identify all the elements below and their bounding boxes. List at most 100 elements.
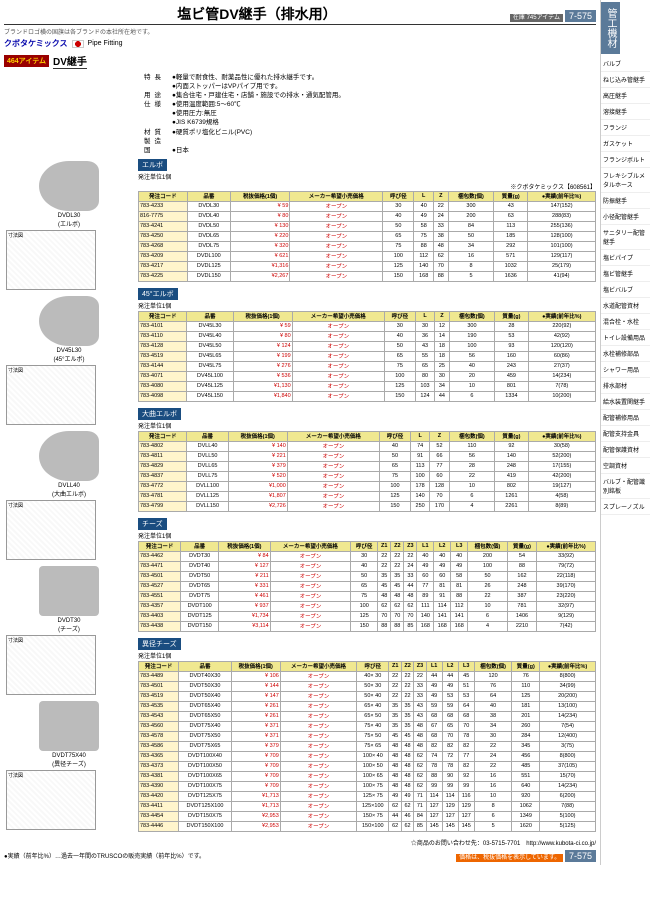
sidebar-item[interactable]: 水栓補修部品 [601,346,650,362]
table-cell: ¥1,713 [231,801,280,811]
table-cell: 62 [414,771,426,781]
table-cell: オープン [280,801,356,811]
sidebar-item[interactable]: 配管保護資材 [601,442,650,458]
table-cell: 201 [512,711,540,721]
sidebar-item[interactable]: 小径配管継手 [601,209,650,225]
table-cell: オープン [290,261,383,271]
table-cell: ¥ 371 [231,731,280,741]
table-cell: 181 [512,701,540,711]
table-cell: 783-4501 [139,571,181,581]
tables-column: エルボ 発注単位1個※クボタケミックス【608561】 発注コード品番税抜価格(… [138,159,596,847]
sidebar-item[interactable]: 防振継手 [601,193,650,209]
table-cell: ¥2,726 [228,501,287,511]
table-cell: 13(100) [540,701,596,711]
table-cell: 68 [442,711,458,721]
sidebar-item[interactable]: 高圧継手 [601,88,650,104]
sidebar-item[interactable]: 配管支持金具 [601,426,650,442]
table-cell: 783-4781 [139,491,187,501]
table-cell: DVDT150X100 [179,821,232,831]
sidebar-item[interactable]: フランジボルト [601,152,650,168]
table-cell: オープン [280,701,356,711]
table-cell: 52 [430,441,449,451]
sidebar-item[interactable]: フレキシブルメタルホース [601,168,650,193]
table-cell: 110 [512,681,540,691]
table-cell: DVDT40X30 [179,671,232,681]
sidebar-item[interactable]: 塩ビ管継手 [601,266,650,282]
table-cell: DVDT75X40 [179,721,232,731]
table-cell: 40 [379,441,410,451]
order-unit: 発注単位1個 [138,531,596,540]
table-cell: 24 [404,561,417,571]
product-image [39,161,99,211]
table-cell: 48 [389,751,401,761]
order-unit: 発注単位1個 [138,421,596,430]
table-cell: 88 [433,271,448,281]
sidebar-item[interactable]: ねじ込み管継手 [601,72,650,88]
brand-logo: クボタケミックス [4,38,68,49]
sidebar-item[interactable]: シャワー用品 [601,362,650,378]
section-title: DV継手 [53,53,87,69]
table-cell: 783-4390 [139,781,179,791]
table-cell: 70 [442,731,458,741]
table-cell: ¥ 709 [231,751,280,761]
table-cell: 114 [442,791,458,801]
sidebar-item[interactable]: バルブ・配管識別銘板 [601,474,650,499]
table-cell: 60 [417,571,434,581]
sidebar-item[interactable]: 塩ビバルブ [601,282,650,298]
table-cell: ¥3,114 [219,621,271,631]
sidebar-item[interactable]: 水道配管資材 [601,298,650,314]
table-cell: 45 [389,731,401,741]
table-cell: 78 [426,761,442,771]
table-cell: DVLL150 [187,501,228,511]
sidebar-item[interactable]: 混合栓・水栓 [601,314,650,330]
table-cell: DVDT50X30 [179,681,232,691]
table-cell: 88 [391,621,404,631]
sidebar-item[interactable]: 溶接継手 [601,104,650,120]
table-cell: 22(118) [537,571,596,581]
table-cell: 44 [426,671,442,681]
table-cell: 76 [512,671,540,681]
table-cell: 22 [389,691,401,701]
table-cell: ¥ 709 [231,781,280,791]
sidebar-item[interactable]: 給水装置関継手 [601,394,650,410]
sidebar-item[interactable]: 空調資材 [601,458,650,474]
sidebar-item[interactable]: スプレーノズル [601,499,650,515]
table-cell: 75 [351,591,378,601]
table-cell: オープン [292,331,384,341]
sidebar-item[interactable]: 配管補修用品 [601,410,650,426]
sidebar-item[interactable]: サニタリー配管継手 [601,225,650,250]
table-cell: 7(54) [540,721,596,731]
table-cell: オープン [270,611,350,621]
table-cell: 25(179) [528,261,596,271]
sidebar-item[interactable]: フランジ [601,120,650,136]
table-cell: 100× 40 [357,751,389,761]
sidebar-item[interactable]: トイレ設備用品 [601,330,650,346]
table-cell: 783-4586 [139,741,179,751]
table-cell: オープン [292,351,384,361]
table-cell: 36 [415,331,434,341]
table-cell: 55 [415,351,434,361]
sidebar-item[interactable]: ガスケット [601,136,650,152]
sidebar-item[interactable]: 排水部材 [601,378,650,394]
table-cell: 91 [434,591,451,601]
group-header: エルボ [138,159,167,171]
table-cell: 62 [414,751,426,761]
table-cell: 92 [495,441,528,451]
table-cell: 24 [433,211,448,221]
table-cell: 783-4128 [139,341,187,351]
table-cell: ¥ 80 [230,211,290,221]
group-header: 大曲エルボ [138,408,181,420]
table-cell: 18 [435,341,449,351]
table-cell: 82 [458,761,474,771]
sidebar-item[interactable]: 塩ビパイプ [601,250,650,266]
table-cell: 71 [414,801,426,811]
table-cell: 1636 [494,271,528,281]
sidebar-item[interactable]: バルブ [601,56,650,72]
table-cell: 145 [426,821,442,831]
table-cell: 14(234) [540,781,596,791]
table-cell: ¥ 127 [219,561,271,571]
table-cell: 35 [389,701,401,711]
table-cell: 22 [468,591,508,601]
table-cell: 150 [351,621,378,631]
table-cell: 77 [430,461,449,471]
